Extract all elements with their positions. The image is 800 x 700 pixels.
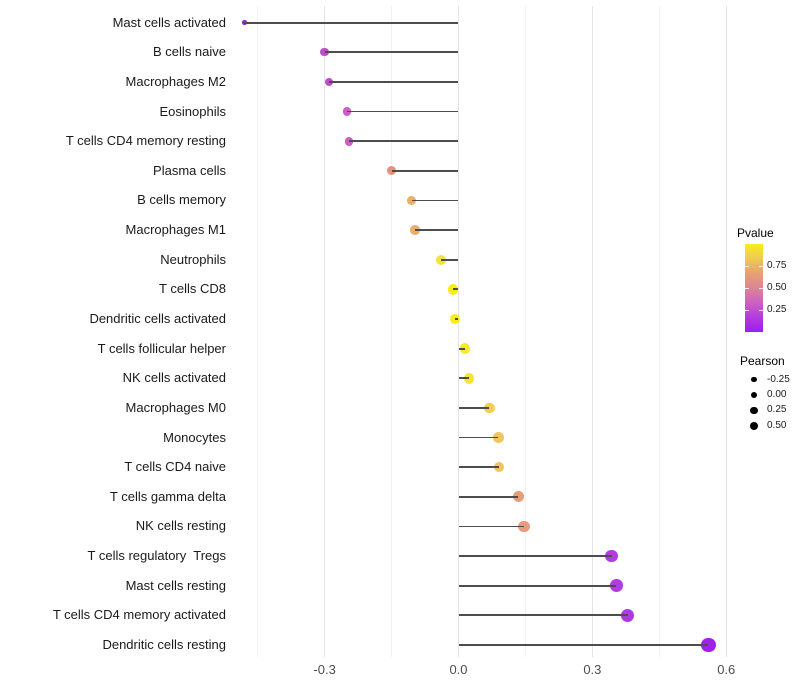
lollipop-stem — [458, 436, 499, 439]
gridline-minor — [391, 6, 393, 657]
pearson-size-label: -0.25 — [767, 373, 790, 385]
y-axis-label: Mast cells resting — [125, 577, 226, 593]
lollipop-stem — [244, 21, 459, 24]
gridline-minor — [257, 6, 259, 657]
lollipop-dot — [518, 520, 530, 533]
colorbar-tick-right — [759, 265, 763, 267]
lollipop-stem — [458, 495, 519, 498]
gridline-major — [458, 6, 459, 657]
lollipop-dot — [463, 373, 475, 384]
lollipop-stem — [415, 229, 459, 231]
y-axis-label: Macrophages M1 — [125, 222, 226, 238]
gridline-minor — [658, 6, 660, 657]
y-axis-label: Macrophages M2 — [125, 73, 226, 89]
lollipop-stem — [329, 81, 459, 83]
pvalue-legend-title: Pvalue — [737, 226, 774, 240]
y-axis-label: Eosinophils — [159, 103, 227, 119]
lollipop-stem — [346, 110, 459, 113]
y-axis-label: T cells follicular helper — [97, 340, 226, 356]
gridline-major — [591, 6, 593, 657]
y-axis-label: T cells CD4 naive — [124, 459, 226, 475]
lollipop-dot — [512, 491, 524, 503]
lollipop-stem — [458, 377, 470, 380]
colorbar-tick-label: 0.50 — [767, 282, 787, 293]
pearson-size-dot — [749, 421, 759, 430]
y-axis-label: Monocytes — [163, 429, 226, 445]
lollipop-stem — [411, 199, 459, 202]
lollipop-stem — [458, 347, 466, 350]
x-axis-tick-label: 0.3 — [583, 662, 602, 677]
pearson-size-label: 0.50 — [767, 419, 787, 431]
lollipop-stem — [458, 406, 490, 409]
lollipop-dot — [344, 136, 354, 146]
lollipop-stem — [458, 555, 612, 557]
x-axis-tick-label: 0.6 — [717, 662, 736, 677]
lollipop-stem — [324, 51, 459, 54]
y-axis-label: NK cells activated — [122, 370, 226, 386]
colorbar-tick-right — [759, 309, 763, 311]
lollipop-dot — [342, 107, 352, 116]
colorbar-tick-label: 0.25 — [767, 304, 787, 315]
gridline-major — [725, 6, 727, 657]
colorbar-tick-left — [745, 309, 749, 311]
pearson-size-dot — [750, 406, 758, 414]
pvalue-colorbar-gradient — [745, 244, 763, 332]
y-axis-label: T cells regulatory Tregs — [87, 548, 226, 564]
lollipop-dot — [320, 48, 329, 57]
lollipop-dot — [621, 608, 635, 622]
pearson-size-dot — [751, 376, 757, 383]
pearson-size-label: 0.25 — [767, 404, 787, 416]
lollipop-dot — [447, 284, 459, 295]
y-axis-label: T cells CD4 memory resting — [65, 133, 226, 149]
y-axis-label: Mast cells activated — [112, 14, 226, 30]
lollipop-stem — [349, 140, 459, 143]
pearson-legend-title: Pearson — [740, 354, 785, 368]
y-axis-label: T cells CD4 memory activated — [52, 607, 226, 623]
pearson-size-dot — [750, 391, 758, 399]
lollipop-stem — [453, 288, 459, 291]
lollipop-stem — [391, 169, 459, 172]
lollipop-stem — [454, 318, 459, 320]
colorbar-tick-right — [759, 287, 763, 289]
lollipop-dot — [386, 166, 397, 176]
x-axis-tick-label: 0.0 — [449, 662, 468, 677]
y-axis-label: NK cells resting — [135, 518, 226, 534]
y-axis-label: Dendritic cells activated — [89, 311, 226, 326]
pearson-size-label: 0.00 — [767, 388, 787, 400]
y-axis-label: B cells memory — [137, 192, 226, 208]
lollipop-dot — [449, 313, 461, 325]
lollipop-stem — [458, 466, 500, 469]
y-axis-label: Dendritic cells resting — [102, 636, 226, 652]
gridline-minor — [524, 6, 526, 657]
y-axis-label: T cells gamma delta — [109, 488, 226, 504]
gridline-major — [324, 6, 326, 657]
colorbar-tick-label: 0.75 — [767, 260, 787, 271]
lollipop-dot — [483, 402, 495, 414]
y-axis-label: T cells CD8 — [159, 281, 226, 297]
colorbar-tick-left — [745, 287, 749, 289]
lollipop-stem — [458, 644, 709, 646]
x-axis-tick-label: -0.3 — [313, 662, 336, 677]
lollipop-stem — [458, 584, 617, 587]
colorbar-tick-left — [745, 265, 749, 267]
y-axis-label: Neutrophils — [160, 251, 226, 267]
y-axis-label: B cells naive — [153, 44, 226, 60]
lollipop-stem — [458, 614, 628, 617]
y-axis-label: Plasma cells — [153, 162, 226, 178]
lollipop-stem — [440, 258, 459, 261]
y-axis-label: Macrophages M0 — [125, 399, 226, 415]
lollipop-stem — [458, 525, 525, 528]
